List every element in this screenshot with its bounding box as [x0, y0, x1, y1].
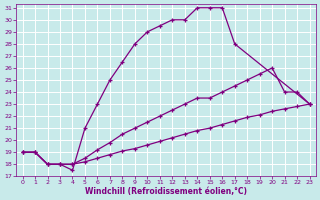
X-axis label: Windchill (Refroidissement éolien,°C): Windchill (Refroidissement éolien,°C) [85, 187, 247, 196]
